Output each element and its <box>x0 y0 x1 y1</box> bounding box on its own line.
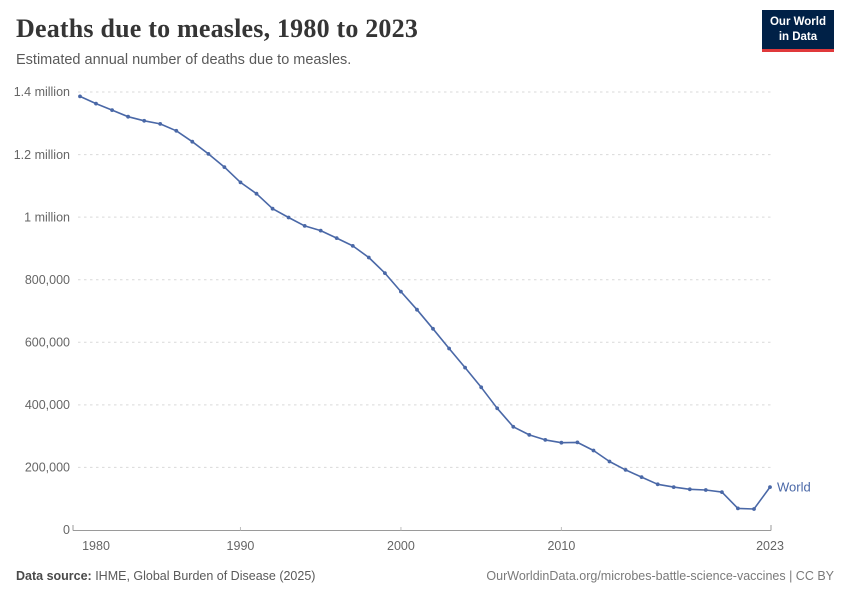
chart-subtitle: Estimated annual number of deaths due to… <box>16 52 352 68</box>
data-point-marker[interactable] <box>768 485 772 489</box>
data-point-marker[interactable] <box>752 507 756 511</box>
y-tick-label: 1 million <box>24 210 70 224</box>
x-tick-label: 1990 <box>227 539 255 553</box>
y-tick-label: 800,000 <box>25 273 70 287</box>
data-point-marker[interactable] <box>479 385 484 390</box>
data-point-marker[interactable] <box>575 440 580 445</box>
data-point-marker[interactable] <box>142 118 147 123</box>
data-point-marker[interactable] <box>431 326 435 331</box>
data-point-marker[interactable] <box>399 289 403 294</box>
data-point-marker[interactable] <box>687 487 692 492</box>
data-point-marker[interactable] <box>495 406 500 411</box>
citation-url[interactable]: OurWorldinData.org/microbes-battle-scien… <box>486 569 834 583</box>
data-point-marker[interactable] <box>286 215 291 220</box>
data-point-marker[interactable] <box>447 346 451 351</box>
data-point-marker[interactable] <box>190 139 195 144</box>
data-point-marker[interactable] <box>254 191 259 196</box>
data-point-marker[interactable] <box>639 475 644 479</box>
y-tick-label: 600,000 <box>25 335 70 349</box>
chart-title: Deaths due to measles, 1980 to 2023 <box>16 14 419 43</box>
data-point-marker[interactable] <box>591 448 596 453</box>
data-point-marker[interactable] <box>302 224 307 228</box>
data-point-marker[interactable] <box>366 255 371 260</box>
data-point-marker[interactable] <box>671 485 676 489</box>
data-point-marker[interactable] <box>126 114 130 119</box>
data-point-marker[interactable] <box>334 236 339 241</box>
data-point-marker[interactable] <box>78 94 82 99</box>
data-point-marker[interactable] <box>703 488 708 492</box>
data-point-marker[interactable] <box>206 152 211 156</box>
data-point-marker[interactable] <box>607 459 612 464</box>
measles-deaths-line[interactable] <box>79 95 771 510</box>
owid-logo-line1: Our World <box>769 16 826 28</box>
owid-logo[interactable]: Our World in Data <box>761 10 834 52</box>
data-point-marker[interactable] <box>623 468 628 472</box>
owid-logo-line2: in Data <box>778 30 818 43</box>
data-point-marker[interactable] <box>222 165 227 170</box>
data-point-marker[interactable] <box>415 307 419 312</box>
data-point-marker[interactable] <box>383 271 387 275</box>
series-label-world[interactable]: World <box>777 480 811 495</box>
y-tick-label: 1.2 million <box>14 148 70 162</box>
data-point-marker[interactable] <box>543 438 548 442</box>
x-tick-label: 1980 <box>82 539 110 553</box>
y-tick-label: 1.4 million <box>14 85 70 99</box>
data-point-marker[interactable] <box>238 180 243 185</box>
data-source-text: IHME, Global Burden of Disease (2025) <box>91 569 316 583</box>
y-tick-label: 400,000 <box>25 398 70 412</box>
data-point-marker[interactable] <box>110 108 114 112</box>
data-source-note: Data source: IHME, Global Burden of Dise… <box>16 569 315 583</box>
data-point-marker[interactable] <box>655 482 660 487</box>
x-tick-label: 2023 <box>756 539 784 553</box>
data-point-marker[interactable] <box>511 424 516 429</box>
x-tick-label: 2000 <box>387 539 415 553</box>
data-point-marker[interactable] <box>720 490 724 494</box>
data-point-marker[interactable] <box>174 128 179 133</box>
data-point-marker[interactable] <box>527 433 532 437</box>
data-source-label: Data source: <box>16 569 92 583</box>
y-tick-label: 200,000 <box>25 461 70 475</box>
data-point-marker[interactable] <box>463 365 467 370</box>
data-point-marker[interactable] <box>94 101 98 106</box>
y-tick-label: 0 <box>63 523 70 537</box>
data-point-marker[interactable] <box>318 228 323 233</box>
x-tick-label: 2010 <box>547 539 575 553</box>
data-point-marker[interactable] <box>350 244 355 248</box>
data-point-marker[interactable] <box>736 506 740 511</box>
data-point-marker[interactable] <box>158 122 163 126</box>
data-point-marker[interactable] <box>559 440 564 445</box>
data-point-marker[interactable] <box>270 206 275 211</box>
